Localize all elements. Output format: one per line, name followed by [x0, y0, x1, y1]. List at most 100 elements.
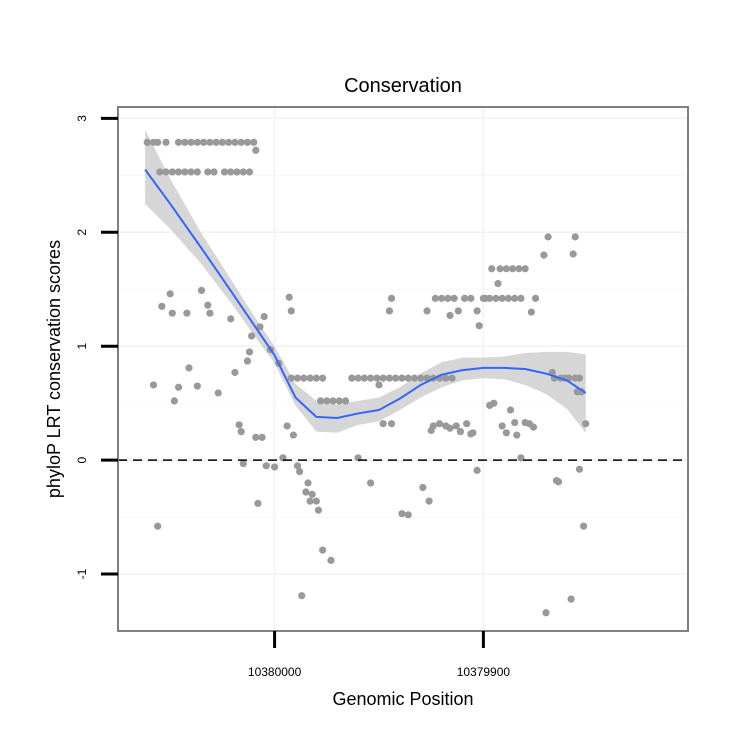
y-tick-label: 3 [75, 115, 89, 122]
data-point [214, 389, 222, 397]
points-layer [143, 138, 590, 617]
data-point [385, 307, 394, 315]
data-point [398, 510, 406, 518]
data-point [185, 364, 193, 372]
data-point [162, 138, 170, 146]
data-point [181, 138, 189, 146]
data-point [312, 497, 320, 505]
data-point [398, 374, 406, 382]
data-point [193, 168, 201, 176]
data-point [367, 479, 375, 487]
y-axis-label: phyloP LRT conservation scores [44, 240, 64, 498]
data-point [285, 293, 293, 301]
data-point [444, 294, 452, 302]
data-point [435, 420, 444, 428]
data-point [248, 332, 256, 340]
data-point [515, 265, 523, 273]
data-point [233, 168, 241, 176]
data-point [463, 420, 471, 428]
data-point [387, 294, 396, 302]
data-point [225, 138, 233, 146]
data-point [460, 294, 469, 302]
data-point [149, 381, 158, 389]
data-point [419, 483, 427, 492]
data-point [473, 307, 481, 315]
data-point [245, 168, 254, 176]
data-point [298, 592, 306, 600]
data-point [506, 406, 515, 414]
chart-title: Conservation [344, 75, 462, 97]
data-point [348, 374, 356, 382]
data-point [210, 168, 218, 176]
data-point [287, 307, 295, 315]
data-point [456, 428, 465, 436]
data-point [237, 428, 245, 436]
data-point [260, 313, 268, 321]
data-point [417, 374, 425, 382]
data-point [467, 294, 475, 302]
data-point [454, 307, 462, 315]
y-tick-label: 0 [75, 456, 89, 463]
data-point [490, 399, 498, 407]
data-point [170, 397, 178, 405]
data-point [511, 294, 519, 302]
data-point [174, 168, 183, 176]
data-point [200, 138, 208, 146]
data-point [250, 138, 258, 146]
y-tick-label: -1 [75, 568, 89, 579]
data-point [429, 422, 437, 430]
data-point [360, 374, 368, 382]
data-point [212, 138, 220, 146]
data-point [193, 138, 201, 146]
data-point [540, 251, 548, 259]
data-point [239, 168, 247, 176]
data-point [504, 294, 513, 302]
data-point [302, 488, 310, 496]
data-point [554, 478, 563, 486]
data-point [452, 422, 460, 430]
data-point [319, 374, 327, 382]
data-point [446, 311, 454, 320]
data-point [329, 397, 337, 405]
data-point [293, 374, 302, 382]
data-point [448, 374, 456, 382]
data-point [531, 294, 540, 302]
data-point [517, 294, 525, 302]
data-point [469, 429, 477, 437]
data-point [567, 595, 575, 603]
data-point [498, 294, 506, 302]
data-point [387, 420, 396, 428]
data-point [354, 374, 362, 382]
data-point [193, 382, 201, 390]
y-tick-label: 2 [75, 229, 89, 236]
data-point [187, 168, 195, 176]
data-point [373, 374, 381, 382]
data-point [174, 383, 183, 391]
data-point [580, 522, 588, 530]
data-point [306, 497, 314, 505]
fit-line-layer [144, 169, 587, 419]
data-point [502, 429, 510, 437]
data-point [575, 465, 584, 473]
data-point [379, 374, 387, 382]
data-point [335, 397, 343, 405]
data-point [341, 397, 350, 405]
data-point [287, 374, 295, 382]
data-point [227, 168, 235, 176]
data-point [181, 168, 189, 176]
data-point [218, 138, 226, 146]
x-axis: 10380000 10379900 [248, 631, 511, 679]
data-point [316, 397, 325, 405]
data-point [404, 511, 412, 519]
data-point [488, 265, 496, 273]
data-point [496, 265, 504, 273]
data-point [235, 421, 243, 429]
data-point [154, 522, 162, 530]
x-tick-label: 10379900 [457, 665, 511, 679]
data-point [327, 556, 335, 564]
data-point [156, 168, 164, 176]
data-point [492, 294, 500, 302]
data-point [575, 374, 584, 382]
data-point [162, 168, 170, 176]
data-point [289, 431, 297, 439]
